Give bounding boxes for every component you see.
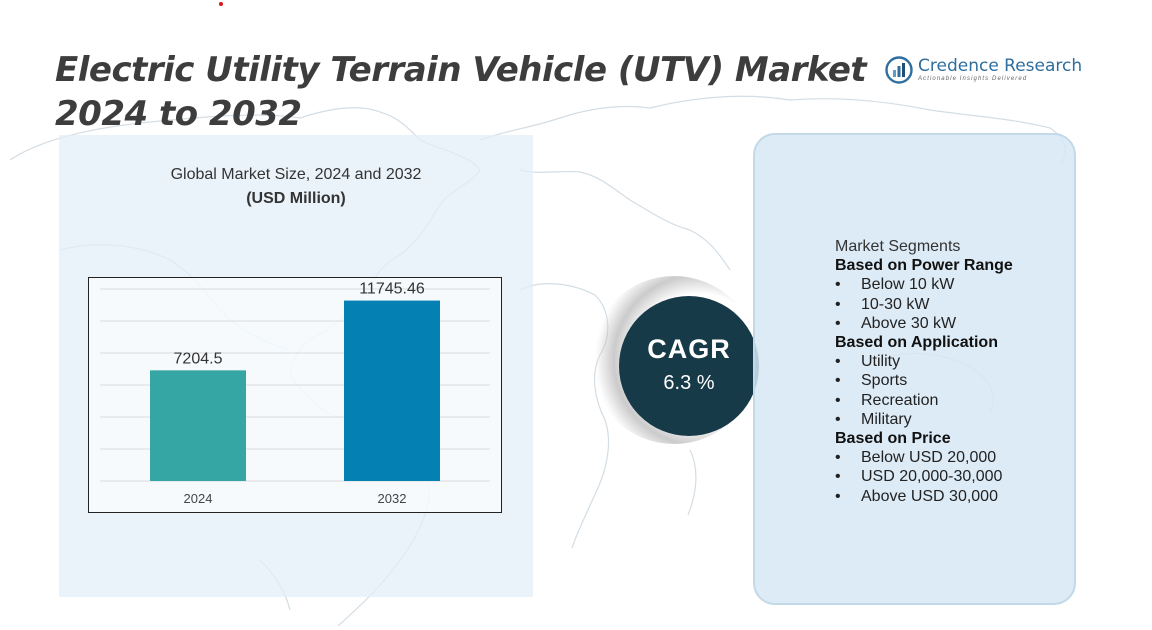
logo-name: Credence Research bbox=[918, 56, 1083, 76]
bullet: • bbox=[835, 468, 841, 486]
chart-title-line1: Global Market Size, 2024 and 2032 bbox=[170, 166, 422, 183]
segment-group-title: Based on Power Range bbox=[835, 257, 1013, 275]
segment-list: • Utility • Sports • Recreation • Military bbox=[835, 352, 1075, 429]
logo-tagline: Actionable Insights Delivered bbox=[918, 76, 1028, 82]
segment-group-title: Based on Price bbox=[835, 430, 951, 448]
bullet: • bbox=[835, 295, 841, 313]
chart-value-labels: 7204.5 11745.46 bbox=[174, 281, 425, 368]
bullet: • bbox=[835, 372, 841, 390]
list-item: • 10-30 kW bbox=[835, 295, 1075, 314]
list-item: • Above 30 kW bbox=[835, 314, 1075, 333]
x-tick-label-2032: 2032 bbox=[378, 491, 407, 506]
segment-item: Utility bbox=[861, 353, 901, 371]
list-item: • Military bbox=[835, 410, 1075, 429]
chart-title: Global Market Size, 2024 and 2032 (USD M… bbox=[59, 163, 533, 211]
segment-item: 10-30 kW bbox=[861, 295, 930, 313]
bullet: • bbox=[835, 353, 841, 371]
segment-item: Above USD 30,000 bbox=[861, 487, 998, 505]
chart-title-units: (USD Million) bbox=[246, 190, 346, 207]
bullet: • bbox=[835, 487, 841, 505]
segment-item: Recreation bbox=[861, 391, 939, 409]
bullet: • bbox=[835, 314, 841, 332]
segment-list: • Below 10 kW • 10-30 kW • Above 30 kW bbox=[835, 275, 1075, 333]
cagr-badge: CAGR 6.3 % bbox=[619, 296, 759, 436]
segment-item: USD 20,000-30,000 bbox=[861, 468, 1003, 486]
bar-2032 bbox=[344, 300, 440, 481]
list-item: • Recreation bbox=[835, 391, 1075, 410]
bullet: • bbox=[835, 449, 841, 467]
cagr-label: CAGR bbox=[647, 334, 731, 364]
list-item: • Above USD 30,000 bbox=[835, 487, 1075, 506]
segment-item: Below USD 20,000 bbox=[861, 449, 997, 467]
segment-item: Military bbox=[861, 410, 912, 428]
credence-research-logo: Credence Research Actionable Insights De… bbox=[884, 55, 1082, 85]
logo-mark-icon bbox=[885, 56, 913, 84]
cagr-value: 6.3 % bbox=[663, 372, 715, 394]
decorative-red-dot bbox=[219, 2, 223, 6]
segment-item: Sports bbox=[861, 372, 908, 390]
x-tick-label-2024: 2024 bbox=[184, 491, 213, 506]
bullet: • bbox=[835, 410, 841, 428]
list-item: • Below USD 20,000 bbox=[835, 448, 1075, 467]
market-segments: Market Segments Based on Power Range • Be… bbox=[835, 237, 1075, 506]
segment-item: Above 30 kW bbox=[861, 314, 957, 332]
list-item: • Below 10 kW bbox=[835, 275, 1075, 294]
bullet: • bbox=[835, 391, 841, 409]
list-item: • Sports bbox=[835, 371, 1075, 390]
value-label-2032: 11745.46 bbox=[359, 281, 425, 298]
segment-list: • Below USD 20,000 • USD 20,000-30,000 • Ab… bbox=[835, 448, 1075, 506]
segment-item: Below 10 kW bbox=[861, 276, 955, 294]
list-item: • USD 20,000-30,000 bbox=[835, 467, 1075, 486]
chart-bars bbox=[150, 300, 440, 481]
segment-group-title: Based on Application bbox=[835, 334, 998, 352]
bar-chart: 7204.5 11745.46 2024 2032 bbox=[88, 277, 502, 513]
list-item: • Utility bbox=[835, 352, 1075, 371]
value-label-2024: 7204.5 bbox=[174, 350, 223, 367]
bar-2024 bbox=[150, 370, 246, 481]
page-title: Electric Utility Terrain Vehicle (UTV) M… bbox=[55, 50, 867, 134]
bullet: • bbox=[835, 276, 841, 294]
segments-panel bbox=[753, 133, 1076, 605]
chart-tick-labels: 2024 2032 bbox=[184, 491, 407, 506]
segments-heading: Market Segments bbox=[835, 238, 961, 255]
